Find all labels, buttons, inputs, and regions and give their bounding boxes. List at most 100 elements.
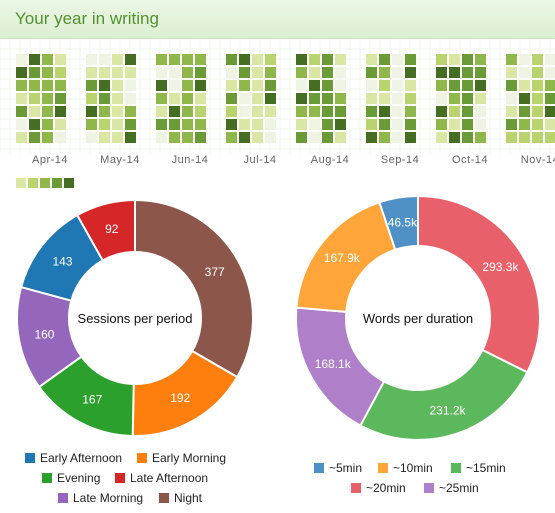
heatmap-cell[interactable] — [99, 67, 110, 78]
heatmap-cell[interactable] — [125, 93, 136, 104]
heatmap-cell[interactable] — [335, 119, 346, 130]
heatmap-cell[interactable] — [252, 132, 263, 143]
heatmap-cell[interactable] — [112, 80, 123, 91]
heatmap-cell[interactable] — [436, 67, 447, 78]
heatmap-cell[interactable] — [335, 106, 346, 117]
heatmap-cell[interactable] — [112, 132, 123, 143]
pie-slice-night[interactable] — [134, 198, 254, 379]
heatmap-cell[interactable] — [99, 106, 110, 117]
heatmap-cell[interactable] — [182, 54, 193, 65]
heatmap-cell[interactable] — [42, 132, 53, 143]
heatmap-cell[interactable] — [532, 93, 543, 104]
heatmap-cell[interactable] — [506, 93, 517, 104]
heatmap-cell[interactable] — [519, 119, 530, 130]
pie-slice-late-afternoon[interactable] — [75, 198, 136, 262]
heatmap-cell[interactable] — [436, 106, 447, 117]
heatmap-cell[interactable] — [169, 106, 180, 117]
heatmap-cell[interactable] — [156, 106, 167, 117]
heatmap-cell[interactable] — [545, 119, 555, 130]
heatmap-cell[interactable] — [112, 54, 123, 65]
heatmap-cell[interactable] — [265, 132, 276, 143]
pie-slice-20min[interactable] — [417, 194, 541, 374]
heatmap-cell[interactable] — [226, 93, 237, 104]
heatmap-cell[interactable] — [366, 67, 377, 78]
heatmap-cell[interactable] — [506, 67, 517, 78]
heatmap-cell[interactable] — [392, 54, 403, 65]
heatmap-cell[interactable] — [436, 132, 447, 143]
heatmap-cell[interactable] — [55, 80, 66, 91]
heatmap-cell[interactable] — [195, 106, 206, 117]
heatmap-cell[interactable] — [55, 119, 66, 130]
heatmap-cell[interactable] — [379, 67, 390, 78]
legend-item-10min[interactable]: ~10min — [378, 461, 433, 475]
heatmap-cell[interactable] — [309, 93, 320, 104]
heatmap-cell[interactable] — [405, 106, 416, 117]
heatmap-cell[interactable] — [182, 119, 193, 130]
heatmap-cell[interactable] — [169, 80, 180, 91]
heatmap-cell[interactable] — [335, 132, 346, 143]
heatmap-cell[interactable] — [112, 106, 123, 117]
heatmap-cell[interactable] — [366, 93, 377, 104]
heatmap-cell[interactable] — [265, 80, 276, 91]
heatmap-cell[interactable] — [405, 80, 416, 91]
heatmap-cell[interactable] — [532, 119, 543, 130]
heatmap-cell[interactable] — [99, 119, 110, 130]
heatmap-cell[interactable] — [296, 54, 307, 65]
heatmap-cell[interactable] — [16, 93, 27, 104]
heatmap-cell[interactable] — [86, 54, 97, 65]
heatmap-cell[interactable] — [29, 67, 40, 78]
heatmap-cell[interactable] — [169, 54, 180, 65]
heatmap-cell[interactable] — [195, 119, 206, 130]
heatmap-cell[interactable] — [392, 80, 403, 91]
heatmap-cell[interactable] — [156, 93, 167, 104]
heatmap-cell[interactable] — [265, 106, 276, 117]
heatmap-cell[interactable] — [392, 119, 403, 130]
heatmap-cell[interactable] — [125, 119, 136, 130]
heatmap-cell[interactable] — [545, 67, 555, 78]
heatmap-cell[interactable] — [239, 67, 250, 78]
heatmap-cell[interactable] — [252, 106, 263, 117]
heatmap-cell[interactable] — [195, 80, 206, 91]
heatmap-cell[interactable] — [169, 67, 180, 78]
heatmap-cell[interactable] — [475, 54, 486, 65]
heatmap-cell[interactable] — [169, 132, 180, 143]
heatmap-cell[interactable] — [392, 132, 403, 143]
heatmap-cell[interactable] — [29, 119, 40, 130]
heatmap-cell[interactable] — [519, 132, 530, 143]
heatmap-cell[interactable] — [309, 106, 320, 117]
heatmap-cell[interactable] — [226, 132, 237, 143]
heatmap-cell[interactable] — [16, 106, 27, 117]
legend-item-5min[interactable]: ~5min — [314, 461, 362, 475]
heatmap-cell[interactable] — [112, 93, 123, 104]
heatmap-cell[interactable] — [16, 80, 27, 91]
heatmap-cell[interactable] — [532, 54, 543, 65]
heatmap-cell[interactable] — [29, 132, 40, 143]
heatmap-cell[interactable] — [16, 132, 27, 143]
heatmap-cell[interactable] — [42, 106, 53, 117]
heatmap-cell[interactable] — [239, 93, 250, 104]
heatmap-cell[interactable] — [296, 80, 307, 91]
heatmap-cell[interactable] — [226, 54, 237, 65]
heatmap-cell[interactable] — [169, 119, 180, 130]
heatmap-cell[interactable] — [182, 67, 193, 78]
legend-item-late-afternoon[interactable]: Late Afternoon — [115, 471, 208, 485]
heatmap-cell[interactable] — [545, 54, 555, 65]
heatmap-cell[interactable] — [252, 80, 263, 91]
heatmap-cell[interactable] — [29, 80, 40, 91]
heatmap-cell[interactable] — [475, 67, 486, 78]
heatmap-cell[interactable] — [335, 93, 346, 104]
heatmap-cell[interactable] — [239, 106, 250, 117]
heatmap-cell[interactable] — [42, 119, 53, 130]
heatmap-cell[interactable] — [125, 132, 136, 143]
heatmap-cell[interactable] — [405, 132, 416, 143]
heatmap-cell[interactable] — [405, 119, 416, 130]
heatmap-cell[interactable] — [226, 106, 237, 117]
heatmap-cell[interactable] — [265, 67, 276, 78]
heatmap-cell[interactable] — [322, 119, 333, 130]
heatmap-cell[interactable] — [366, 80, 377, 91]
heatmap-cell[interactable] — [55, 54, 66, 65]
heatmap-cell[interactable] — [449, 67, 460, 78]
heatmap-cell[interactable] — [42, 67, 53, 78]
heatmap-cell[interactable] — [475, 80, 486, 91]
heatmap-cell[interactable] — [252, 54, 263, 65]
